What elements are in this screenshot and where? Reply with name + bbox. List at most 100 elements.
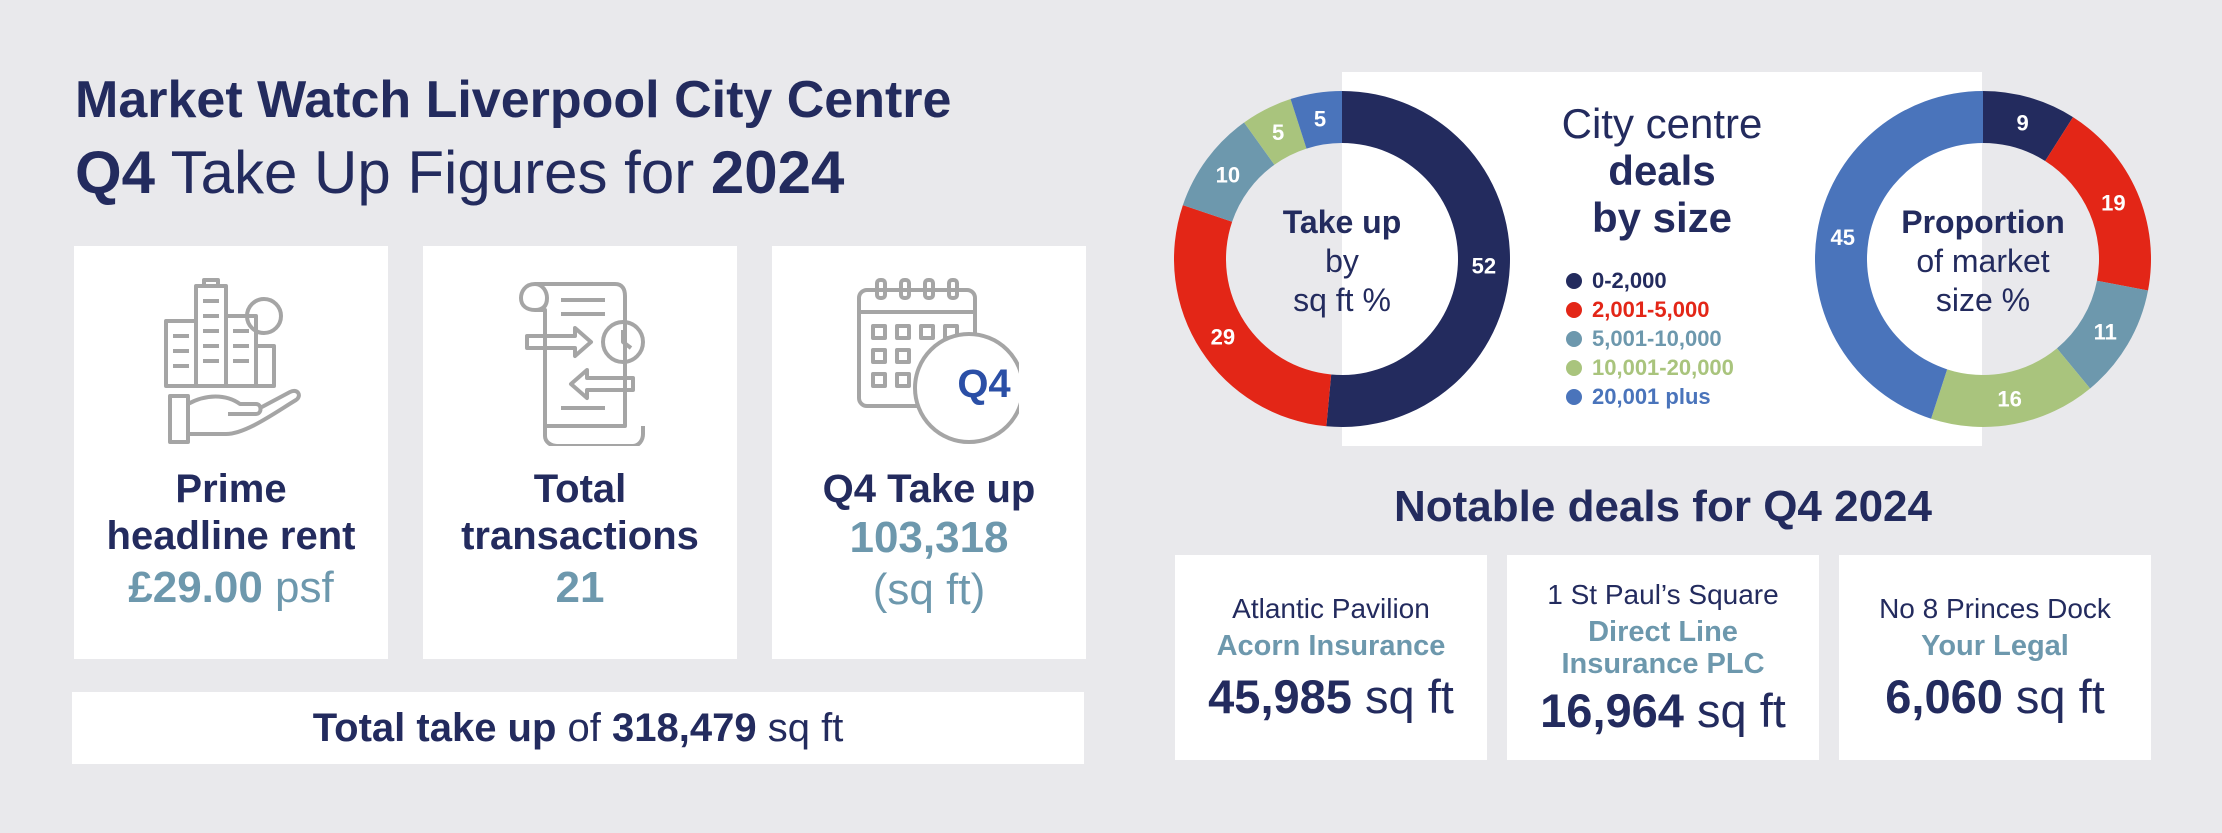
kpi-value-number: £29.00 — [128, 563, 263, 612]
legend-label: 10,001-20,000 — [1592, 354, 1734, 380]
donut-left-slice-label: 5 — [1314, 107, 1326, 132]
deal-tenant: Acorn Insurance — [1216, 630, 1446, 662]
donut-right-slice-label: 19 — [2101, 191, 2125, 216]
kpi-value-unit: psf — [262, 563, 334, 612]
deal-place: No 8 Princes Dock — [1879, 593, 2111, 624]
donut-right-slice-label: 9 — [2016, 111, 2028, 136]
total-take-up-unit: sq ft — [756, 706, 844, 750]
kpi-label: Total transactions — [423, 466, 737, 560]
kpi-value: 103,318 — [849, 513, 1009, 562]
total-take-up-label: Total take up — [312, 706, 557, 750]
kpi-value: £29.00 psf — [74, 562, 388, 614]
kpi-label: Q4 Take up — [822, 467, 1036, 511]
kpi-label-line2: transactions — [461, 514, 699, 558]
donut-right-slice-label: 11 — [2094, 319, 2117, 344]
legend-swatch — [1566, 330, 1582, 347]
deal-size: 6,060 sq ft — [1839, 669, 2151, 724]
kpi-card-q4-take-up: Q4 Q4 Take up 103,318 (sq ft) — [772, 246, 1086, 659]
subtitle-quarter: Q4 — [75, 139, 156, 206]
donut-left-center-line2: by — [1325, 243, 1359, 279]
subtitle-year: 2024 — [710, 139, 845, 206]
kpi-label-line1: Total — [533, 467, 627, 511]
deal-card: No 8 Princes Dock Your Legal 6,060 sq ft — [1839, 555, 2151, 760]
deal-size-unit: sq ft — [1683, 684, 1786, 737]
deal-card: 1 St Paul’s Square Direct Line Insurance … — [1507, 555, 1819, 760]
calendar-q4-icon — [772, 276, 1086, 446]
legend-swatch — [1566, 301, 1582, 318]
kpi-label-line2: headline rent — [106, 514, 356, 558]
kpi-label: Prime headline rent — [74, 466, 388, 560]
legend-item: 5,001-10,000 — [1566, 324, 1734, 353]
donut-right-slice — [2056, 280, 2149, 389]
deal-size-unit: sq ft — [2002, 670, 2105, 723]
legend-item: 20,001 plus — [1566, 382, 1734, 411]
legend-label: 5,001-10,000 — [1592, 325, 1722, 351]
chart-title-line2: deals — [1608, 147, 1716, 194]
legend-swatch — [1566, 272, 1582, 289]
donut-left-center-label: Take up by sq ft % — [1242, 203, 1442, 320]
deal-place: Atlantic Pavilion — [1232, 593, 1430, 624]
donut-left-slice-label: 52 — [1472, 254, 1496, 279]
donut-left-slice — [1244, 99, 1307, 165]
donut-chart-proportion: 9 19 11 16 45 — [1815, 91, 2151, 427]
city-buildings-hand-icon — [74, 276, 388, 446]
deal-tenant: Your Legal — [1921, 630, 2069, 662]
kpi-value-unit: (sq ft) — [872, 565, 986, 614]
chart-title-line1: City centre — [1561, 100, 1763, 147]
subtitle-text: Take Up Figures for — [155, 139, 711, 206]
legend-swatch — [1566, 388, 1582, 405]
donut-right-slice-label: 45 — [1831, 225, 1855, 250]
deal-size-number: 45,985 — [1208, 670, 1352, 723]
donut-right-center-line1: Proportion — [1901, 204, 2065, 240]
chart-title-line3: by size — [1591, 194, 1733, 241]
legend-label: 20,001 plus — [1592, 383, 1711, 409]
donut-left-slice-label: 10 — [1216, 162, 1240, 187]
kpi-card-prime-rent: Prime headline rent £29.00 psf — [74, 246, 388, 659]
deal-card: Atlantic Pavilion Acorn Insurance 45,985… — [1175, 555, 1487, 760]
donut-right-slice-label: 16 — [1997, 386, 2021, 411]
donut-left-slice — [1174, 205, 1332, 427]
donut-chart-take-up: 52 29 10 5 5 — [1174, 91, 1510, 427]
donut-right-center-label: Proportion of market size % — [1883, 203, 2083, 320]
legend-item: 0-2,000 — [1566, 266, 1734, 295]
chart-legend: 0-2,000 2,001-5,000 5,001-10,000 10,001-20,… — [1566, 266, 1734, 411]
donut-right-center-line2: of market — [1916, 243, 2050, 279]
deal-tenant-line1: Direct Line — [1588, 616, 1738, 648]
kpi-card-transactions: Total transactions 21 — [423, 246, 737, 659]
deal-size-number: 16,964 — [1540, 684, 1684, 737]
donut-right-slice — [2045, 117, 2151, 291]
deal-size-unit: sq ft — [1351, 670, 1454, 723]
total-take-up-bar: Total take up of 318,479 sq ft — [72, 692, 1084, 764]
kpi-value: 21 — [555, 563, 605, 612]
total-take-up-value: 318,479 — [612, 706, 757, 750]
donut-right-slice — [1931, 348, 2091, 427]
notable-deals-title: Notable deals for Q4 2024 — [1394, 482, 1932, 531]
donut-left-center-line1: Take up — [1282, 204, 1402, 240]
donut-right-slice — [1983, 91, 2074, 162]
donut-left-center-line3: sq ft % — [1293, 282, 1391, 318]
legend-item: 2,001-5,000 — [1566, 295, 1734, 324]
deal-tenant: Direct Line Insurance PLC — [1507, 616, 1819, 680]
deal-size: 16,964 sq ft — [1507, 683, 1819, 738]
page-subtitle: Q4 Take Up Figures for 2024 — [75, 138, 844, 207]
deal-size: 45,985 sq ft — [1175, 669, 1487, 724]
donut-left-slice-label: 29 — [1211, 324, 1235, 349]
document-transactions-icon — [423, 276, 737, 446]
deal-tenant-line2: Insurance PLC — [1561, 648, 1765, 680]
deal-place: 1 St Paul’s Square — [1547, 579, 1779, 610]
legend-swatch — [1566, 359, 1582, 376]
donut-left-slice-label: 5 — [1272, 120, 1284, 145]
donut-left-slice — [1182, 122, 1275, 222]
chart-title: City centre deals by size — [1520, 100, 1804, 241]
page-title: Market Watch Liverpool City Centre — [75, 71, 952, 129]
total-take-up-of: of — [556, 706, 613, 750]
legend-label: 0-2,000 — [1592, 267, 1667, 293]
deal-size-number: 6,060 — [1885, 670, 2003, 723]
legend-item: 10,001-20,000 — [1566, 353, 1734, 382]
calendar-q4-label: Q4 — [957, 362, 1011, 406]
kpi-label-line1: Prime — [175, 467, 287, 511]
donut-right-slice — [1815, 91, 1983, 419]
donut-left-slice — [1326, 91, 1510, 427]
legend-label: 2,001-5,000 — [1592, 296, 1710, 322]
donut-right-center-line3: size % — [1935, 282, 2031, 318]
